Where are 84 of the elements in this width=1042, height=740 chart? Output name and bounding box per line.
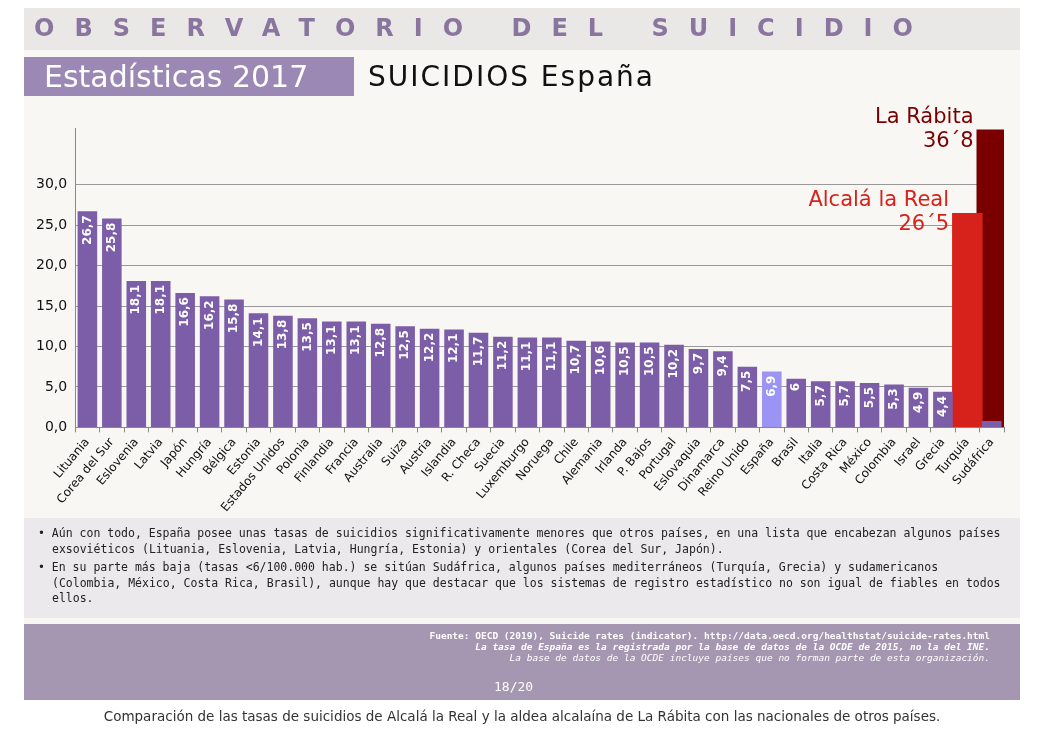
data-label: 16,2: [201, 300, 216, 330]
bar: [224, 299, 244, 427]
data-label: 12,2: [421, 332, 436, 363]
y-tick-label: 30,0: [36, 175, 68, 192]
y-tick-label: 10,0: [36, 337, 68, 354]
data-label: 18,1: [128, 284, 143, 315]
bar: [102, 218, 122, 427]
data-label: 10,2: [666, 348, 681, 379]
data-label: 10,5: [617, 346, 632, 377]
bar: [395, 326, 415, 427]
data-label: 12,5: [397, 330, 412, 360]
data-label: 6: [788, 382, 803, 392]
data-label: 9,4: [715, 355, 730, 377]
data-label: 5,5: [861, 386, 876, 409]
data-label: 11,1: [543, 341, 558, 372]
bar: [297, 318, 318, 427]
data-label: 18,1: [152, 284, 167, 315]
chart-title: OBSERVATORIO DEL SUICIDIO: [34, 14, 934, 42]
data-label: 10,6: [592, 345, 607, 376]
bar: [248, 313, 269, 427]
bar: [786, 378, 807, 427]
data-label: 12,8: [372, 327, 387, 358]
data-label: 4,4: [935, 395, 950, 418]
data-label: 5,7: [837, 385, 852, 407]
annotation: 36´8: [922, 127, 974, 152]
data-label: 26,7: [79, 215, 94, 245]
data-label: 6,9: [763, 375, 778, 397]
y-tick-label: 25,0: [36, 215, 68, 232]
bar: [762, 371, 782, 427]
bar: [273, 315, 293, 427]
data-label: 13,5: [299, 322, 314, 352]
bar: [346, 321, 367, 427]
bar: [322, 321, 342, 427]
data-label: 5,3: [886, 388, 901, 410]
text: La base de datos de la OCDE incluye países que no forman parte de esta organización.: [508, 651, 990, 663]
data-label: 7,5: [739, 370, 754, 392]
text: SUICIDIOS España: [368, 59, 655, 93]
data-label: 9,7: [690, 352, 705, 375]
bar: [566, 340, 587, 427]
text: 18/20: [494, 678, 534, 694]
y-tick-label: 20,0: [36, 256, 68, 273]
data-label: 10,5: [641, 346, 656, 377]
chart-subtitle: Estadísticas 2017: [24, 56, 354, 96]
annotation: 26´5: [898, 210, 950, 235]
data-label: 25,8: [103, 222, 118, 253]
data-label: 11,7: [470, 336, 485, 367]
data-label: 13,8: [275, 319, 290, 350]
bar: [150, 280, 171, 427]
bar: [199, 296, 220, 427]
data-label: 11,2: [495, 340, 510, 371]
text: • En su parte más baja (tasas <6/100.000 hab.) se sitúan Sudáfrica, algunos países mediterráneos (Turquía, Grecia) y sudamericanos (Colombia, México, Costa Rica, Brasil), aunque hay que destacar que los sistemas de registro estadístico no son igual de fiables en todos ellos.: [38, 560, 1002, 607]
bar: [615, 342, 635, 427]
y-tick-label: 5,0: [44, 377, 68, 394]
y-tick-label: 0,0: [44, 418, 68, 435]
data-label: 10,7: [568, 344, 583, 375]
bar: [175, 293, 195, 427]
text: Comparación de las tasas de suicidios de Alcalá la Real y la aldea alcalaína de La Rábita con las nacionales de otros países.: [24, 699, 1020, 732]
data-label: 15,8: [226, 303, 241, 334]
data-label: 16,6: [177, 297, 192, 327]
bar: [688, 348, 709, 427]
bar: [835, 381, 855, 427]
data-label: 11,1: [519, 341, 534, 372]
bar: [126, 280, 147, 427]
source-note: Fuente: OECD (2019), Suicide rates (indicator). http://data.oecd.org/healthstat/suicide-rates.html: [428, 629, 990, 641]
data-label: 14,1: [250, 317, 265, 347]
bar: [982, 420, 1002, 427]
bar: [713, 351, 733, 427]
bar: [884, 384, 904, 427]
series-label: Alcalá la Real: [808, 186, 950, 211]
bar: [664, 344, 684, 427]
series-label: La Rábita: [874, 103, 974, 128]
bar: [542, 337, 562, 427]
data-label: 13,1: [348, 325, 363, 355]
text: La tasa de España es la registrada por la base de datos de la OCDE de 2015, no la del INE.: [474, 640, 990, 652]
data-label: 4,9: [910, 391, 925, 413]
y-tick-label: 15,0: [36, 296, 68, 313]
bar: [493, 336, 513, 427]
bar: [77, 211, 98, 427]
data-label: 5,7: [812, 385, 827, 407]
text: • Aún con todo, España posee unas tasas de suicidios significativamente menores que otros países, en una lista que encabezan algunos países exsoviéticos (Lituania, Eslovenia, Latvia, Hungría, Estonia) y orientales (Corea del Sur, Japón).: [38, 526, 1002, 558]
bar: [444, 329, 464, 427]
bar: [468, 332, 489, 427]
data-label: 12,1: [446, 333, 461, 364]
data-label: 13,1: [323, 325, 338, 355]
